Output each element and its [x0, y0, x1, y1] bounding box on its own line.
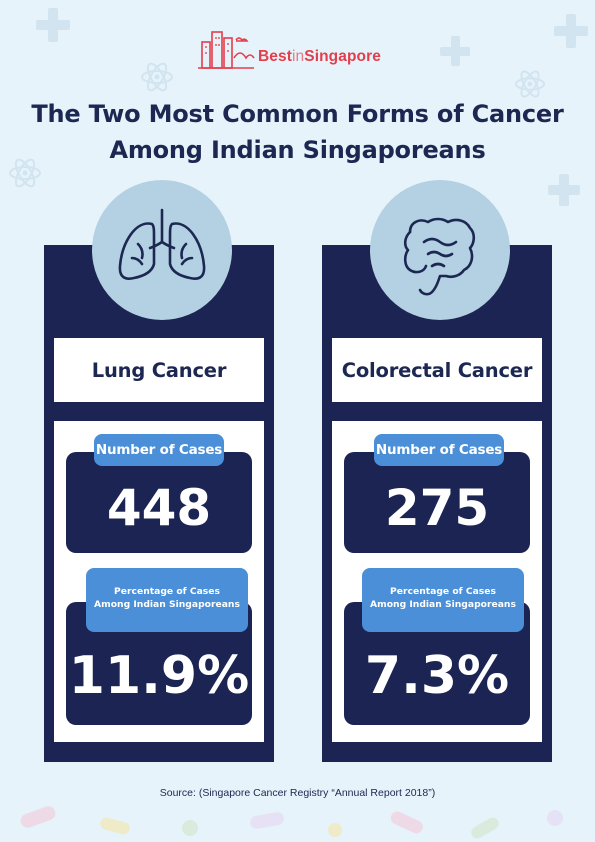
lungs-icon	[118, 208, 206, 280]
title-line-2: Among Indian Singaporeans	[109, 136, 486, 164]
lung-cases-value: 448	[66, 452, 252, 553]
medicine-pills-decoration-icon	[20, 806, 563, 839]
colorectal-percentage-label: Percentage of Cases Among Indian Singapo…	[362, 568, 524, 632]
colorectal-cancer-label: Colorectal Cancer	[332, 338, 542, 402]
title-line-1: The Two Most Common Forms of Cancer	[31, 100, 564, 128]
colorectal-icon-circle	[370, 180, 510, 320]
city-skyline-icon	[198, 31, 255, 69]
lung-cases-label: Number of Cases	[94, 434, 224, 466]
lung-cancer-label: Lung Cancer	[54, 338, 264, 402]
atom-decoration-icon	[9, 158, 41, 188]
colorectal-cases-label: Number of Cases	[374, 434, 504, 466]
plus-decoration-icon	[548, 174, 580, 206]
brand-name: BestinSingapore	[258, 48, 381, 65]
lung-percentage-label: Percentage of Cases Among Indian Singapo…	[86, 568, 248, 632]
lung-icon-circle	[92, 180, 232, 320]
atom-decoration-icon	[514, 70, 546, 98]
atom-decoration-icon	[141, 62, 173, 92]
plus-decoration-icon	[36, 8, 70, 42]
brand-logo: BestinSingapore	[196, 28, 406, 80]
plus-decoration-icon	[554, 14, 588, 48]
colorectal-cases-value: 275	[344, 452, 530, 553]
intestine-icon	[403, 217, 476, 296]
page-title: The Two Most Common Forms of Cancer Amon…	[0, 96, 595, 168]
plus-decoration-icon	[440, 36, 470, 66]
source-citation: Source: (Singapore Cancer Registry “Annu…	[159, 787, 436, 799]
